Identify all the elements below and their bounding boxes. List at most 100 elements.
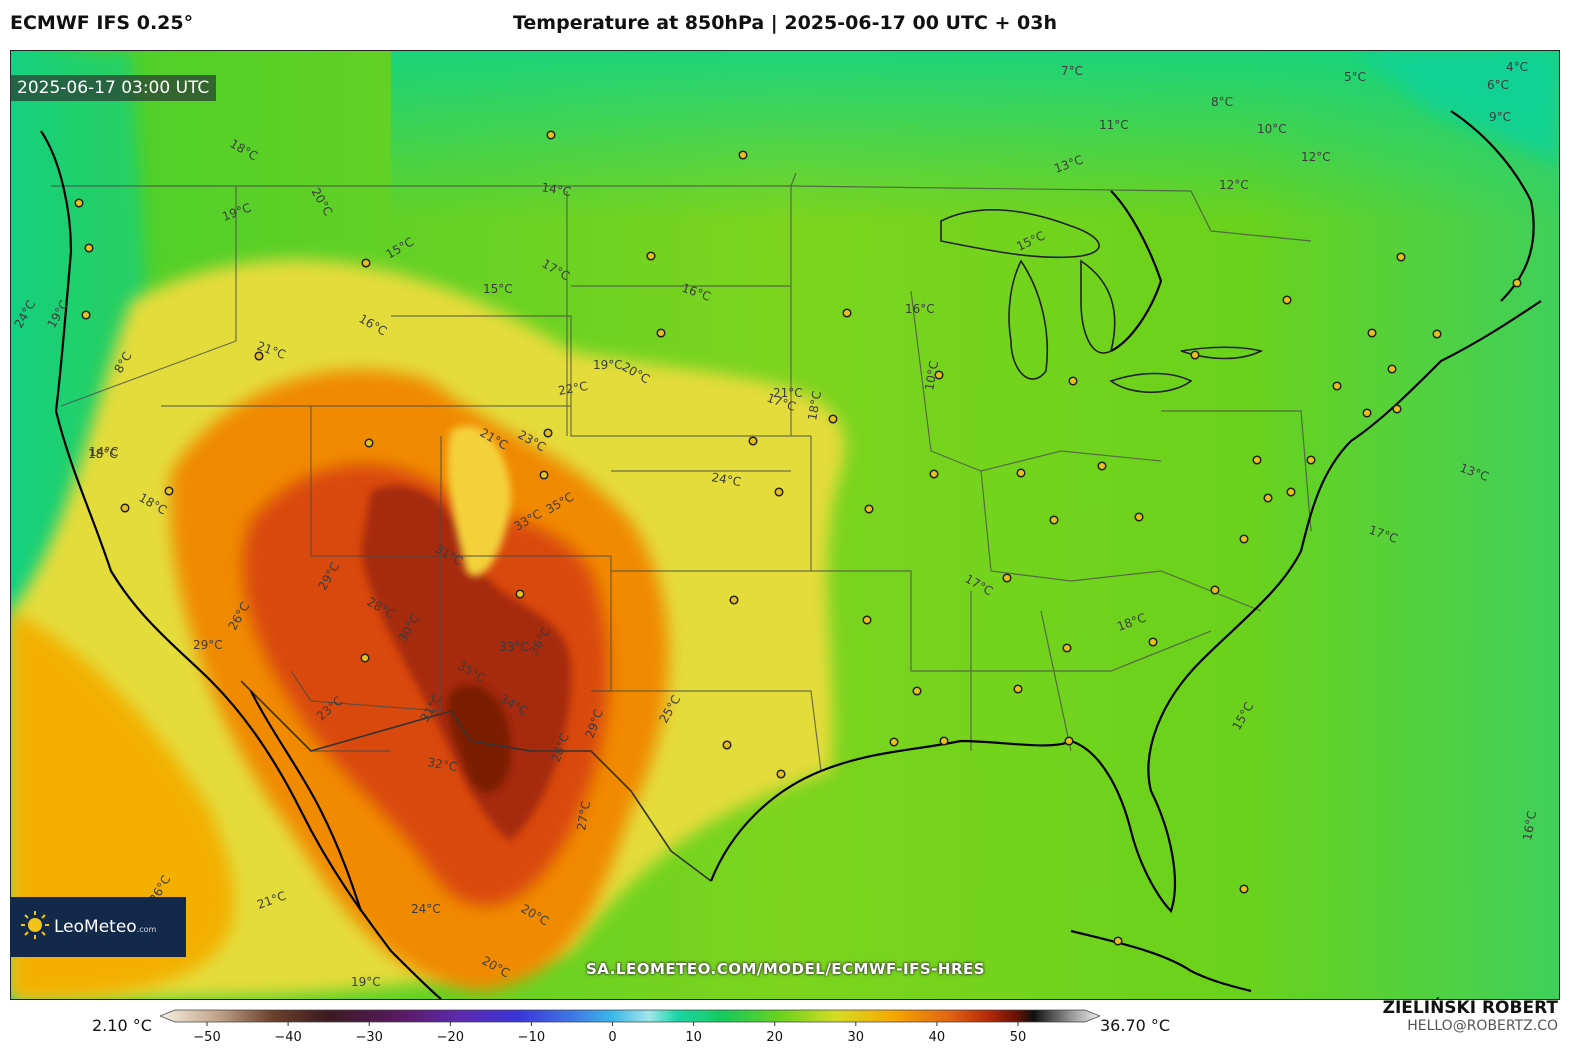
source-url: SA.LEOMETEO.COM/MODEL/ECMWF-IFS-HRES: [586, 960, 986, 978]
city-marker[interactable]: [120, 503, 130, 513]
leometeo-logo[interactable]: LeoMeteo.com: [10, 897, 186, 957]
city-marker[interactable]: [842, 308, 852, 318]
city-marker[interactable]: [539, 470, 549, 480]
city-marker[interactable]: [738, 150, 748, 160]
colorbar-tick-label: 10: [685, 1030, 702, 1045]
city-marker[interactable]: [1002, 573, 1012, 583]
city-marker[interactable]: [1362, 408, 1372, 418]
city-marker[interactable]: [1396, 252, 1406, 262]
cooler-tongue: [447, 425, 511, 577]
city-marker[interactable]: [1097, 461, 1107, 471]
map-canvas: 7°C 5°C6°C4°C8°C11°C 10°C9°C12°C13°C12°C15…: [11, 51, 1559, 999]
city-marker[interactable]: [1239, 884, 1249, 894]
city-marker[interactable]: [1134, 512, 1144, 522]
city-markers: [74, 130, 1522, 946]
isotherm-label: 24°C: [710, 470, 742, 489]
colorbar-scale: [160, 1009, 1100, 1023]
colorbar-tick-label: 50: [1010, 1030, 1027, 1045]
city-marker[interactable]: [729, 595, 739, 605]
isotherm-label: 12°C: [1301, 150, 1331, 164]
cool-north-band: [391, 51, 1559, 221]
city-marker[interactable]: [828, 414, 838, 424]
city-marker[interactable]: [74, 198, 84, 208]
city-marker[interactable]: [1210, 585, 1220, 595]
logo-text: LeoMeteo.com: [54, 917, 157, 937]
city-marker[interactable]: [1306, 455, 1316, 465]
state-borders: [51, 172, 1312, 772]
city-marker[interactable]: [1332, 381, 1342, 391]
city-marker[interactable]: [1148, 637, 1158, 647]
isotherm-label: 14°C: [89, 445, 119, 459]
city-marker[interactable]: [84, 243, 94, 253]
author-name: ZIELIŃSKI ROBERT: [1382, 998, 1558, 1018]
city-marker[interactable]: [81, 310, 91, 320]
isotherm-label: 19°C: [351, 975, 381, 989]
city-marker[interactable]: [254, 351, 264, 361]
colorbar-max-label: 36.70 °C: [1100, 1016, 1171, 1035]
city-marker[interactable]: [929, 469, 939, 479]
city-marker[interactable]: [774, 487, 784, 497]
isotherm-label: 27°C: [574, 800, 593, 832]
city-marker[interactable]: [1239, 534, 1249, 544]
city-marker[interactable]: [939, 736, 949, 746]
city-marker[interactable]: [1190, 350, 1200, 360]
isotherm-label: 15°C: [483, 282, 513, 296]
city-marker[interactable]: [722, 740, 732, 750]
valid-time-badge: 2025-06-17 03:00 UTC: [10, 75, 217, 101]
temperature-map[interactable]: 7°C 5°C 6°C 4°C 8°C 11°C 10°C 9°C 12°C 13°C 12°C 15…: [10, 50, 1560, 1000]
city-marker[interactable]: [748, 436, 758, 446]
city-marker[interactable]: [546, 130, 556, 140]
city-marker[interactable]: [656, 328, 666, 338]
isotherm-label: 19°C: [593, 358, 623, 372]
city-marker[interactable]: [1263, 493, 1273, 503]
sun-icon: [20, 910, 50, 944]
isotherm-label: 11°C: [1099, 118, 1129, 132]
city-marker[interactable]: [1049, 515, 1059, 525]
city-marker[interactable]: [1367, 328, 1377, 338]
isotherm-label: 16°C: [1520, 810, 1539, 842]
city-marker[interactable]: [1432, 329, 1442, 339]
isotherm-label: 33°C: [499, 640, 529, 654]
city-marker[interactable]: [776, 769, 786, 779]
city-marker[interactable]: [1286, 487, 1296, 497]
city-marker[interactable]: [1064, 736, 1074, 746]
city-marker[interactable]: [515, 589, 525, 599]
colorbar-tick-label: −50: [193, 1030, 220, 1045]
city-marker[interactable]: [543, 428, 553, 438]
city-marker[interactable]: [1016, 468, 1026, 478]
city-marker[interactable]: [912, 686, 922, 696]
city-marker[interactable]: [1392, 404, 1402, 414]
isotherm-label: 5°C: [1344, 70, 1366, 84]
isotherm-label: 10°C: [922, 360, 941, 392]
city-marker[interactable]: [1068, 376, 1078, 386]
extreme-core-south: [447, 684, 511, 793]
city-marker[interactable]: [1013, 684, 1023, 694]
colorbar-ticks: −50 −40 −30 −20 −10 0 10 20 30 40 50: [193, 1022, 1026, 1045]
coastlines: [40, 110, 1542, 999]
city-marker[interactable]: [1512, 278, 1522, 288]
city-marker[interactable]: [934, 370, 944, 380]
colorbar-tick-label: 20: [766, 1030, 783, 1045]
author-email[interactable]: HELLO@ROBERTZ.CO: [1407, 1018, 1558, 1034]
isotherm-label: 29°C: [193, 638, 223, 652]
city-marker[interactable]: [889, 737, 899, 747]
city-marker[interactable]: [862, 615, 872, 625]
city-marker[interactable]: [646, 251, 656, 261]
city-marker[interactable]: [864, 504, 874, 514]
colorbar-tick-label: 40: [929, 1030, 946, 1045]
isotherm-label: 32°C: [426, 755, 458, 774]
extreme-core: [361, 485, 571, 841]
colorbar: −50 −40 −30 −20 −10 0 10 20 30 40 50: [160, 1009, 1100, 1045]
city-marker[interactable]: [1252, 455, 1262, 465]
city-marker[interactable]: [1387, 364, 1397, 374]
city-marker[interactable]: [361, 258, 371, 268]
city-marker[interactable]: [360, 653, 370, 663]
city-marker[interactable]: [1282, 295, 1292, 305]
colorbar-tick-label: −10: [518, 1030, 545, 1045]
city-marker[interactable]: [1113, 936, 1123, 946]
city-marker[interactable]: [164, 486, 174, 496]
isotherm-label: 18°C: [88, 447, 118, 461]
isotherm-label: 9°C: [1489, 110, 1511, 124]
city-marker[interactable]: [364, 438, 374, 448]
city-marker[interactable]: [1062, 643, 1072, 653]
